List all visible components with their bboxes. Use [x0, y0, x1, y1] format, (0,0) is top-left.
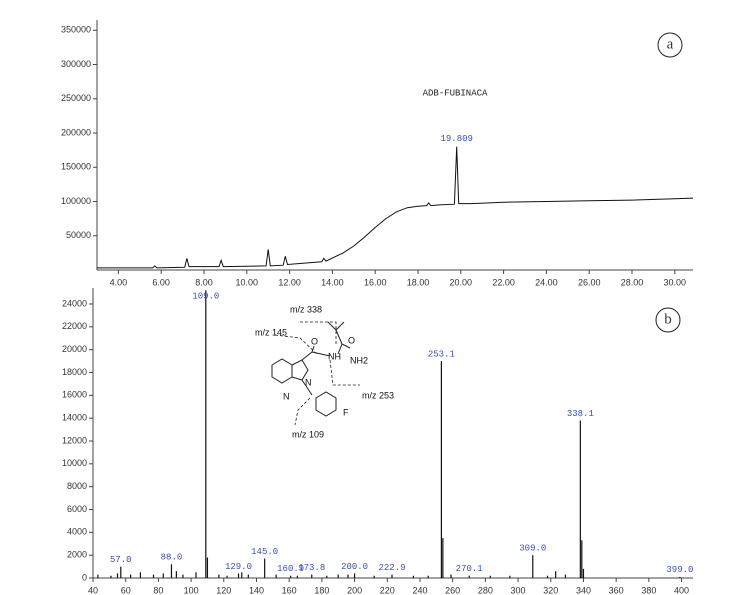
annotation: ADB-FUBINACA	[423, 88, 488, 98]
x-tick-label: 40	[88, 585, 98, 595]
x-tick-label: 16.00	[364, 277, 387, 287]
structure-label: N	[305, 377, 312, 387]
x-tick-label: 220	[380, 585, 395, 595]
y-tick-label: 4000	[67, 527, 87, 537]
peak-label: 129.0	[225, 562, 252, 572]
structure-label: m/z 145	[255, 327, 287, 337]
x-tick-label: 280	[478, 585, 493, 595]
x-tick-label: 80	[153, 585, 163, 595]
y-tick-label: 350000	[61, 25, 91, 35]
structure-label: m/z 109	[292, 429, 324, 439]
x-tick-label: 30.00	[664, 277, 687, 287]
peak-label: 109.0	[192, 291, 219, 301]
x-tick-label: 380	[641, 585, 656, 595]
structure-label: m/z 338	[290, 304, 322, 314]
peak-label: 19.809	[441, 134, 473, 144]
x-tick-label: 24.00	[535, 277, 558, 287]
peak-label: 338.1	[567, 409, 594, 419]
y-tick-label: 10000	[62, 458, 87, 468]
x-tick-label: 14.00	[321, 277, 344, 287]
x-tick-label: 140	[249, 585, 264, 595]
x-tick-label: 200	[347, 585, 362, 595]
x-tick-label: 22.00	[492, 277, 515, 287]
y-tick-label: 18000	[62, 367, 87, 377]
x-tick-label: 20.00	[450, 277, 473, 287]
x-tick-label: 100	[184, 585, 199, 595]
y-tick-label: 300000	[61, 59, 91, 69]
y-tick-label: 22000	[62, 321, 87, 331]
y-tick-label: 50000	[66, 230, 91, 240]
peak-label: 173.8	[298, 563, 325, 573]
peak-label: 270.1	[456, 564, 483, 574]
panel-label: b	[664, 311, 672, 327]
x-tick-label: 26.00	[578, 277, 601, 287]
x-tick-label: 360	[609, 585, 624, 595]
x-tick-label: 12.00	[278, 277, 301, 287]
y-tick-label: 14000	[62, 413, 87, 423]
y-tick-label: 2000	[67, 550, 87, 560]
panel-circle	[657, 32, 683, 58]
peak-label: 57.0	[110, 555, 132, 565]
peak-label: 160.9	[277, 564, 304, 574]
peak-label: 222.9	[379, 563, 406, 573]
structure	[271, 321, 360, 426]
structure-label: O	[348, 335, 355, 345]
x-tick-label: 240	[412, 585, 427, 595]
x-tick-label: 260	[445, 585, 460, 595]
y-tick-label: 12000	[62, 435, 87, 445]
panel-circle	[655, 307, 681, 333]
x-tick-label: 10.00	[236, 277, 259, 287]
x-tick-label: 120	[216, 585, 231, 595]
structure-label: O	[311, 336, 318, 346]
peak-label: 200.0	[341, 562, 368, 572]
panel-label: a	[667, 36, 674, 52]
peak-label: 88.0	[161, 553, 183, 563]
y-tick-label: 250000	[61, 93, 91, 103]
x-tick-label: 28.00	[621, 277, 644, 287]
structure-label: NH	[328, 351, 341, 361]
x-tick-label: 8.00	[195, 277, 213, 287]
x-tick-label: 4.00	[110, 277, 128, 287]
x-tick-label: 60	[121, 585, 131, 595]
x-tick-label: 160	[282, 585, 297, 595]
x-tick-label: 180	[314, 585, 329, 595]
y-tick-label: 24000	[62, 298, 87, 308]
y-tick-label: 16000	[62, 390, 87, 400]
y-tick-label: 20000	[62, 344, 87, 354]
structure-label: N	[283, 391, 290, 401]
peak-label: 309.0	[519, 544, 546, 554]
y-tick-label: 6000	[67, 504, 87, 514]
y-tick-label: 150000	[61, 162, 91, 172]
y-tick-label: 0	[82, 572, 87, 582]
y-tick-label: 200000	[61, 127, 91, 137]
structure-label: m/z 253	[362, 390, 394, 400]
peak-label: 253.1	[428, 349, 455, 359]
x-tick-label: 400	[674, 585, 689, 595]
structure-label: NH2	[350, 355, 368, 365]
x-tick-label: 18.00	[407, 277, 430, 287]
peak-label: 399.0	[666, 565, 693, 575]
x-tick-label: 320	[543, 585, 558, 595]
chromatogram-line	[97, 146, 694, 269]
peak-label: 145.0	[251, 547, 278, 557]
x-tick-label: 300	[511, 585, 526, 595]
x-tick-label: 340	[576, 585, 591, 595]
structure-label: F	[343, 407, 349, 417]
y-tick-label: 8000	[67, 481, 87, 491]
x-tick-label: 6.00	[152, 277, 170, 287]
y-tick-label: 100000	[61, 196, 91, 206]
